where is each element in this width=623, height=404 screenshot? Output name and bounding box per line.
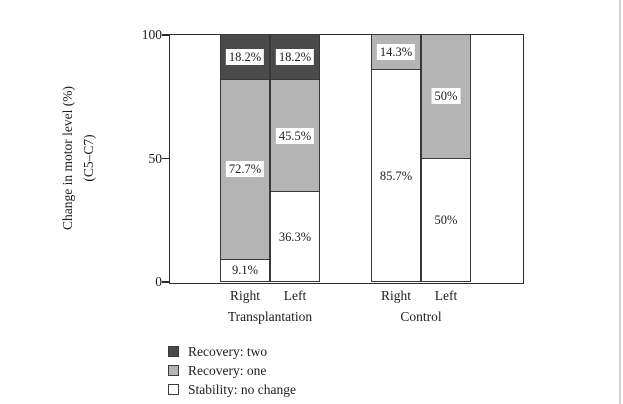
- legend-label: Recovery: one: [188, 362, 267, 378]
- bar-segment-value-label: 72.7%: [225, 161, 265, 178]
- bar-control-right: 85.7% 14.3%: [371, 34, 421, 282]
- bar-transplantation-left: 36.3% 45.5% 18.2%: [270, 34, 320, 282]
- bar-segment-value-label: 14.3%: [376, 44, 416, 61]
- page-edge-line: [619, 0, 621, 404]
- group-label: Control: [400, 309, 442, 324]
- legend-swatch-icon: [168, 384, 179, 395]
- bar-segment: 50%: [421, 157, 471, 282]
- bar-segment: 14.3%: [371, 34, 421, 71]
- bar-segment-value-label: 9.1%: [228, 262, 262, 279]
- y-tick-label: 100: [141, 27, 162, 42]
- bar-transplantation-right: 9.1% 72.7% 18.2%: [220, 34, 270, 282]
- bar-segment-value-label: 50%: [431, 211, 461, 228]
- y-tick-label: 0: [155, 274, 162, 289]
- bar-segment-value-label: 18.2%: [225, 48, 265, 65]
- bar-segment-value-label: 85.7%: [376, 167, 416, 184]
- legend-label: Recovery: two: [188, 343, 268, 359]
- bar-segment: 45.5%: [270, 78, 320, 193]
- legend-item: Recovery: two: [168, 342, 296, 361]
- y-tick-mark: [162, 34, 170, 36]
- category-label: Left: [434, 288, 458, 303]
- legend-item: Stability: no change: [168, 380, 296, 399]
- bar-segment: 72.7%: [220, 78, 270, 260]
- legend-item: Recovery: one: [168, 361, 296, 380]
- bar-segment-value-label: 50%: [431, 88, 461, 105]
- category-label: Right: [380, 288, 412, 303]
- bar-segment: 50%: [421, 34, 471, 159]
- y-tick-mark: [162, 281, 170, 283]
- bar-segment-value-label: 18.2%: [275, 48, 315, 65]
- bar-segment: 9.1%: [220, 258, 270, 282]
- bar-segment: 36.3%: [270, 191, 320, 282]
- legend: Recovery: two Recovery: one Stability: no …: [168, 342, 296, 399]
- legend-swatch-icon: [168, 365, 179, 376]
- bar-segment-value-label: 45.5%: [275, 127, 315, 144]
- legend-swatch-icon: [168, 346, 179, 357]
- category-label: Right: [229, 288, 261, 303]
- y-tick-label: 50: [148, 150, 163, 166]
- y-tick-mark: [162, 157, 170, 160]
- category-label: Left: [283, 288, 307, 303]
- bar-segment: 18.2%: [270, 34, 320, 80]
- bar-control-left: 50% 50%: [421, 34, 471, 282]
- bar-segment: 18.2%: [220, 34, 270, 80]
- bar-segment-value-label: 36.3%: [275, 228, 315, 245]
- y-axis-title-line2: (C5–C7): [81, 134, 96, 182]
- bar-segment: 85.7%: [371, 69, 421, 282]
- legend-label: Stability: no change: [188, 381, 296, 397]
- group-label: Transplantation: [227, 309, 313, 324]
- y-axis-title-line1: Change in motor level (%): [60, 86, 76, 230]
- plot-area: 9.1% 72.7% 18.2% 36.3% 45.5% 18.2% 85.7% 14.3% 5…: [170, 34, 522, 282]
